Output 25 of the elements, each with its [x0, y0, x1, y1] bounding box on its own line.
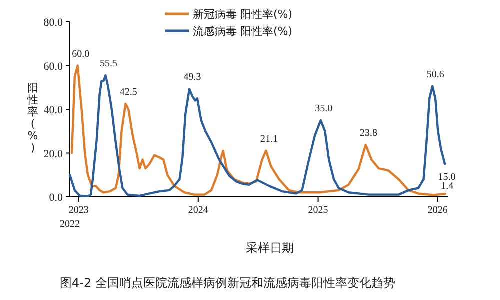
text: 2022 — [60, 219, 80, 230]
y-axis-title: 阳性率(%) — [26, 82, 38, 154]
x-tick-label: 2023 — [68, 205, 89, 216]
data-label: 55.5 — [100, 58, 118, 70]
y-tick-label: 60.0 — [44, 60, 64, 73]
data-label: 50.6 — [426, 69, 444, 80]
data-label: 60.0 — [72, 48, 90, 60]
y-tick-label: 20.0 — [44, 148, 64, 160]
data-label: 23.8 — [360, 128, 378, 139]
legend-label: 流感病毒 阳性率(%) — [193, 25, 293, 38]
y-tick-label: 40.0 — [44, 104, 64, 116]
x-tick-label: 2024 — [188, 205, 208, 216]
caption: 图4-2 全国哨点医院流感样病例新冠和流感病毒阳性率变化趋势 — [60, 276, 396, 290]
y-tick-label: 80.0 — [44, 17, 64, 29]
y-tick-label: 0.0 — [49, 192, 64, 204]
x-axis-title: 采样日期 — [246, 241, 294, 255]
data-label: 21.1 — [260, 134, 278, 145]
x-tick-label: 2026 — [428, 205, 448, 216]
data-label: 42.5 — [120, 87, 138, 98]
data-label: 49.3 — [184, 72, 202, 84]
data-label: 35.0 — [315, 103, 333, 114]
x-tick-label: 2025 — [308, 205, 328, 216]
data-label: 15.0 — [438, 172, 456, 184]
legend-label: 新冠病毒 阳性率(%) — [193, 8, 293, 21]
data-label: 1.4 — [441, 180, 454, 192]
